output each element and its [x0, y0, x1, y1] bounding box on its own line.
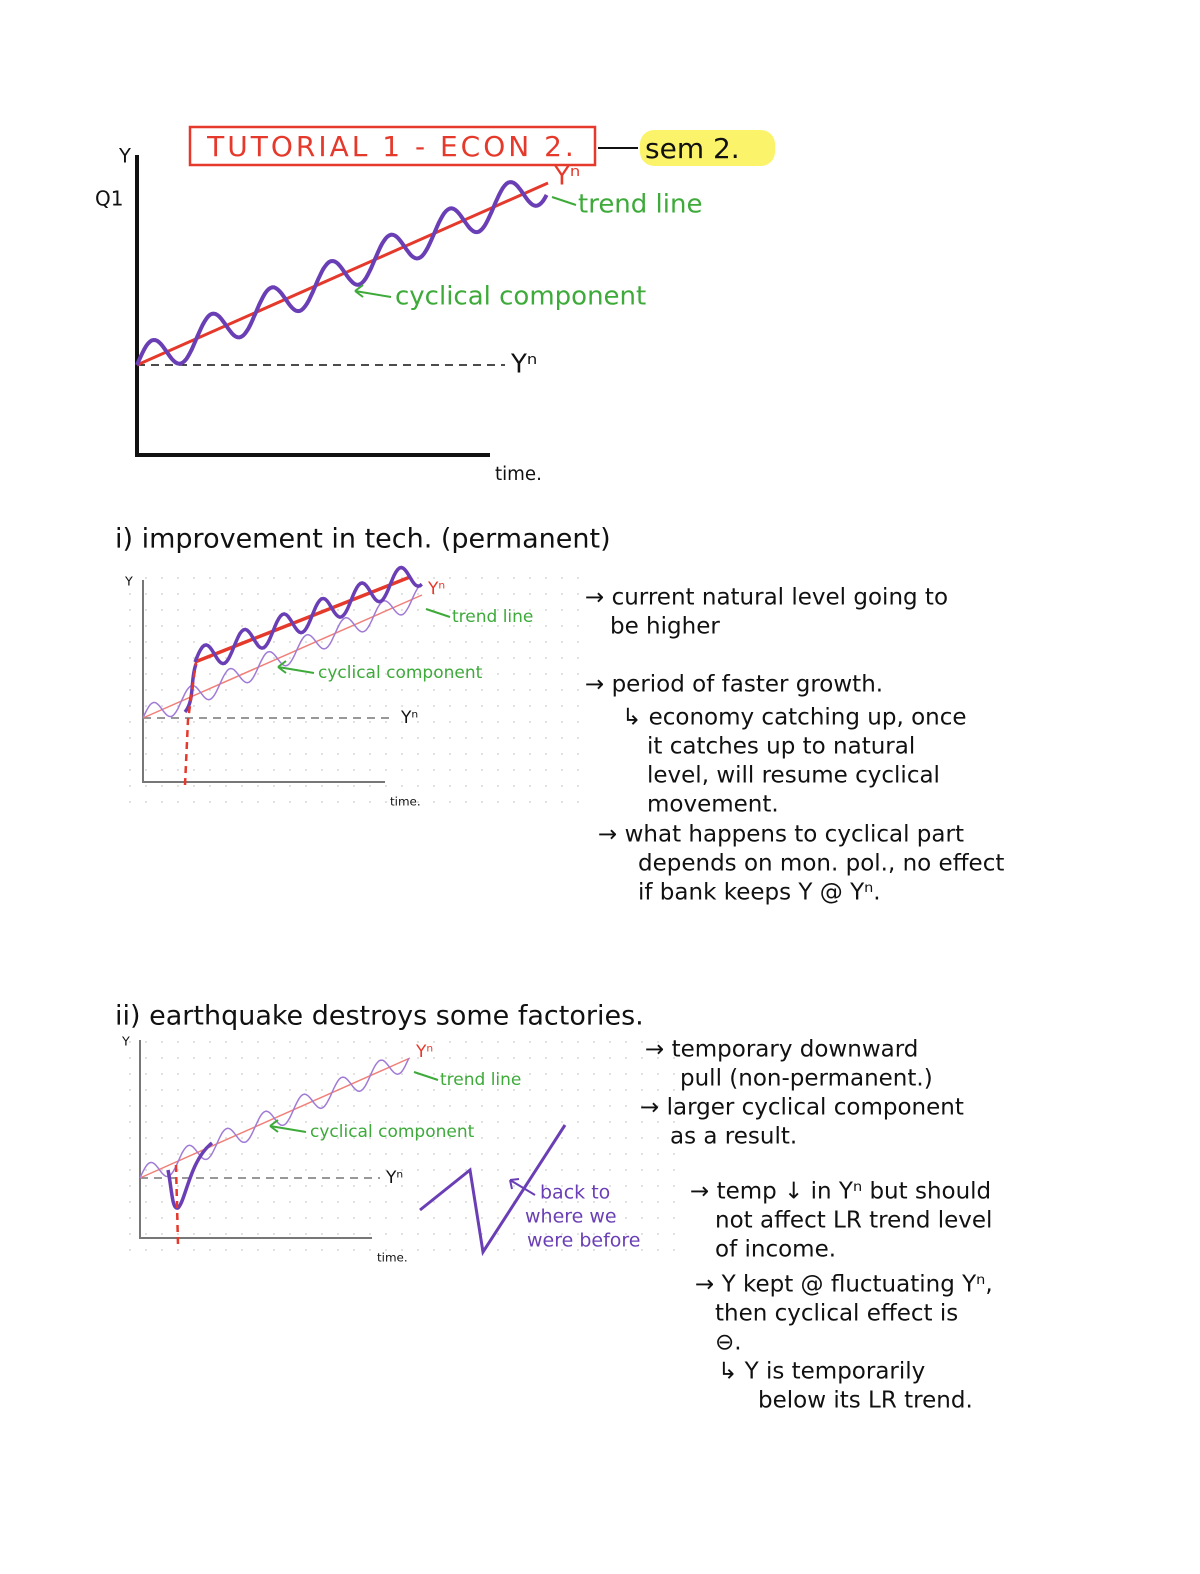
note-line: be higher: [610, 614, 720, 640]
trend-note: trend line: [452, 607, 533, 627]
arrow: [509, 1178, 536, 1196]
wave-note: cyclical component: [310, 1122, 475, 1142]
shift: [183, 661, 198, 786]
axes: [135, 155, 490, 457]
sketch-note: back to: [540, 1182, 610, 1204]
trend-line: [136, 181, 549, 367]
note-line: if bank keeps Y @ Yⁿ.: [638, 880, 881, 906]
note-line: ↳ Y is temporarily: [718, 1359, 925, 1385]
shock: [174, 1164, 180, 1246]
highlight: [640, 130, 775, 166]
section-heading: ii) earthquake destroys some factories.: [115, 1001, 644, 1032]
catch-up: [183, 663, 198, 714]
x-axis-label: time.: [390, 795, 421, 809]
trend-label: Yⁿ: [415, 1042, 433, 1062]
note-line: → Y kept @ fluctuating Yⁿ,: [695, 1272, 993, 1298]
note-line: → temp ↓ in Yⁿ but should: [690, 1179, 991, 1205]
x-axis-label: time.: [495, 464, 542, 485]
sketch-note: were before: [527, 1230, 641, 1252]
note-line: then cyclical effect is: [715, 1301, 958, 1327]
note-line: movement.: [647, 792, 779, 818]
trend-note: trend line: [440, 1070, 521, 1090]
axes: [142, 580, 385, 783]
base-label: Yⁿ: [400, 708, 418, 728]
wave-note: cyclical component: [395, 282, 646, 312]
note-line: it catches up to natural: [647, 734, 915, 760]
arrow: [413, 1071, 439, 1081]
arrow: [277, 660, 315, 674]
note-line: below its LR trend.: [758, 1388, 973, 1414]
cyclical-wave: [135, 180, 549, 366]
base-label: Yⁿ: [385, 1168, 403, 1188]
title-box: [188, 125, 597, 167]
y-axis-label: Y: [124, 575, 133, 590]
wave-note: cyclical component: [318, 663, 483, 683]
question: Q1: [95, 187, 123, 211]
trend-label: Yⁿ: [427, 579, 445, 599]
dip: [166, 1141, 214, 1210]
tag: sem 2.: [645, 132, 740, 165]
note-line: → larger cyclical component: [640, 1095, 964, 1121]
note-line: of income.: [715, 1237, 836, 1263]
trend-note: trend line: [578, 190, 702, 220]
note-line: as a result.: [670, 1124, 797, 1150]
note-line: → what happens to cyclical part: [598, 822, 964, 848]
note-line: → temporary downward: [645, 1037, 918, 1063]
note-line: → current natural level going to: [585, 585, 948, 611]
note-line: ↳ economy catching up, once: [622, 705, 967, 731]
arrow: [269, 1119, 307, 1133]
arrow: [425, 608, 451, 618]
base-label: Yⁿ: [510, 350, 537, 380]
note-line: pull (non-permanent.): [680, 1066, 933, 1092]
arrow: [551, 196, 577, 206]
trend-label: Yⁿ: [553, 162, 580, 192]
sketch-note: where we: [525, 1206, 617, 1228]
note-line: depends on mon. pol., no effect: [638, 851, 1004, 877]
title: TUTORIAL 1 - ECON 2.: [206, 130, 577, 163]
new-trend: [194, 575, 411, 664]
cyclical-wave: [139, 1058, 410, 1179]
note-line: → period of faster growth.: [585, 672, 883, 698]
arrow: [354, 284, 392, 298]
new-wave: [193, 565, 423, 666]
y-axis-label: Y: [121, 1035, 130, 1050]
note-line: not affect LR trend level: [715, 1208, 992, 1234]
note-line: ⊖.: [715, 1330, 742, 1356]
y-axis-label: Y: [118, 145, 131, 168]
axes: [139, 1040, 372, 1239]
section-heading: i) improvement in tech. (permanent): [115, 524, 611, 555]
note-line: level, will resume cyclical: [647, 763, 940, 789]
x-axis-label: time.: [377, 1251, 408, 1265]
